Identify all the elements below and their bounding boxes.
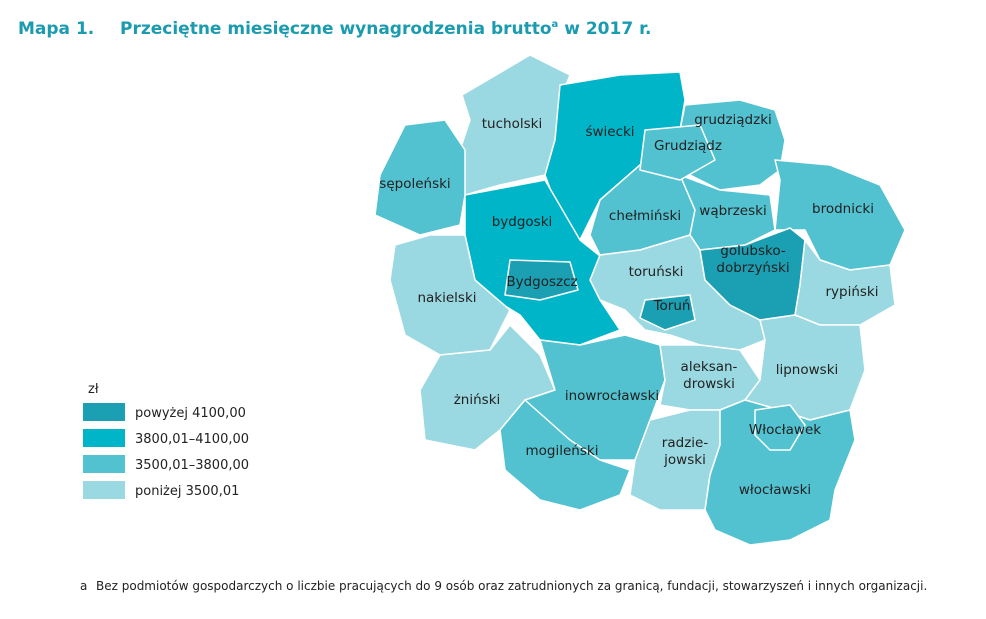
region-label-line: chełmiński bbox=[609, 208, 681, 224]
region-label: sępoleński bbox=[379, 176, 450, 192]
region-label: żniński bbox=[454, 392, 501, 408]
region-label-line: golubsko- bbox=[720, 243, 786, 259]
region-labels: tucholski świecki grudziądzki sępoleński byd… bbox=[379, 112, 878, 498]
legend-label: powyżej 4100,00 bbox=[135, 406, 246, 421]
region-label-line: mogileński bbox=[526, 443, 599, 459]
region-label: brodnicki bbox=[812, 201, 874, 217]
region-label: wąbrzeski bbox=[699, 203, 766, 219]
region-label: radzie-jowski bbox=[662, 435, 709, 468]
region-label: włocławski bbox=[739, 482, 811, 498]
region-label-line: sępoleński bbox=[379, 176, 450, 192]
region bbox=[374, 119, 466, 236]
legend-swatch bbox=[83, 455, 125, 473]
region bbox=[639, 294, 696, 331]
legend: powyżej 4100,00 3800,01–4100,00 3500,01–38… bbox=[83, 403, 249, 499]
region-label-line: lipnowski bbox=[776, 362, 839, 378]
legend-swatch bbox=[83, 429, 125, 447]
region-label: aleksan-drowski bbox=[681, 359, 738, 392]
region-label-line: nakielski bbox=[417, 290, 476, 306]
region bbox=[794, 239, 896, 326]
region bbox=[589, 234, 766, 351]
region-label-line: aleksan- bbox=[681, 359, 738, 375]
region-label-line: żniński bbox=[454, 392, 501, 408]
region-label-line: Bydgoszcz bbox=[506, 274, 577, 290]
region-label: bydgoski bbox=[492, 214, 553, 230]
region-label-line: dobrzyński bbox=[716, 260, 789, 276]
map-number: Mapa 1. bbox=[18, 19, 94, 39]
region-label-line: radzie- bbox=[662, 435, 709, 451]
region-label: toruński bbox=[629, 264, 684, 280]
region-label: tucholski bbox=[482, 116, 542, 132]
region bbox=[389, 234, 511, 356]
title-text: Przeciętne miesięczne wynagrodzenia brut… bbox=[120, 19, 552, 39]
region-label-line: brodnicki bbox=[812, 201, 874, 217]
region-label: chełmiński bbox=[609, 208, 681, 224]
region-label: Włocławek bbox=[749, 422, 821, 438]
region-label-line: jowski bbox=[663, 452, 706, 468]
region-label-line: inowrocławski bbox=[565, 388, 659, 404]
region-label: inowrocławski bbox=[565, 388, 659, 404]
region bbox=[499, 399, 631, 511]
legend-unit: zł bbox=[88, 382, 99, 397]
footnote-mark: a bbox=[80, 579, 87, 593]
region-label-line: rypiński bbox=[825, 284, 878, 300]
legend-label: poniżej 3500,01 bbox=[135, 484, 239, 499]
region-label-line: wąbrzeski bbox=[699, 203, 766, 219]
regions bbox=[374, 54, 906, 546]
region bbox=[754, 404, 806, 451]
region-label: golubsko-dobrzyński bbox=[716, 243, 789, 276]
region-label: Grudziądz bbox=[654, 138, 722, 154]
region-label-line: Włocławek bbox=[749, 422, 821, 438]
title-suffix: w 2017 r. bbox=[558, 19, 651, 39]
region-label-line: Grudziądz bbox=[654, 138, 722, 154]
title-sup: a bbox=[552, 19, 559, 30]
region-label: rypiński bbox=[825, 284, 878, 300]
footnote-text: Bez podmiotów gospodarczych o liczbie pr… bbox=[96, 579, 927, 593]
region-label-line: grudziądzki bbox=[694, 112, 772, 128]
map-title: Przeciętne miesięczne wynagrodzenia brut… bbox=[120, 19, 652, 39]
region bbox=[504, 259, 579, 301]
region-label: Bydgoszcz bbox=[506, 274, 577, 290]
legend-swatch bbox=[83, 481, 125, 499]
region-label: nakielski bbox=[417, 290, 476, 306]
region-label: świecki bbox=[585, 124, 634, 140]
legend-label: 3500,01–3800,00 bbox=[135, 458, 249, 473]
region-label-line: tucholski bbox=[482, 116, 542, 132]
region-label: grudziądzki bbox=[694, 112, 772, 128]
region-label-line: drowski bbox=[683, 376, 735, 392]
region-label-line: Toruń bbox=[653, 298, 691, 314]
region bbox=[639, 124, 716, 181]
region-label: lipnowski bbox=[776, 362, 839, 378]
region-label-line: toruński bbox=[629, 264, 684, 280]
region-label-line: bydgoski bbox=[492, 214, 553, 230]
legend-label: 3800,01–4100,00 bbox=[135, 432, 249, 447]
region-label: mogileński bbox=[526, 443, 599, 459]
region-label-line: świecki bbox=[585, 124, 634, 140]
region-label: Toruń bbox=[653, 298, 691, 314]
region-label-line: włocławski bbox=[739, 482, 811, 498]
legend-swatch bbox=[83, 403, 125, 421]
